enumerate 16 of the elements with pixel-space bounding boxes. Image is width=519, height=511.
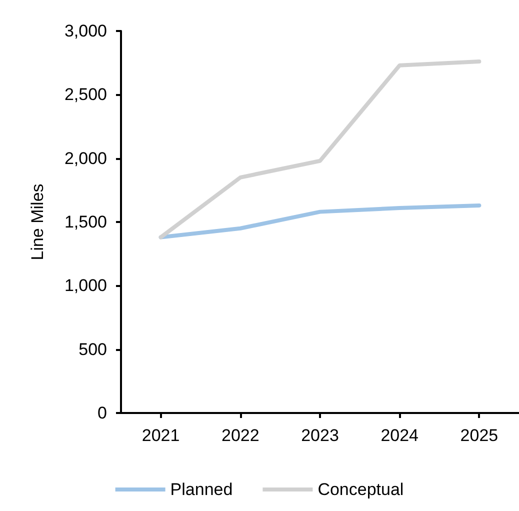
x-tick-label: 2022 (221, 426, 260, 445)
y-tick-label: 2,000 (64, 148, 107, 168)
y-tick-label: 500 (78, 340, 107, 359)
y-tick-label: 2,500 (64, 85, 107, 104)
x-tick-label: 2021 (142, 426, 180, 445)
y-tick-label: 1,500 (64, 212, 107, 232)
line-series (158, 60, 482, 240)
y-tick-label: 0 (98, 404, 107, 422)
y-tick-label: 1,000 (64, 276, 107, 296)
legend-label: Conceptual (318, 480, 404, 499)
y-axis-title: Line Miles (28, 184, 47, 260)
y-tick-label: 3,000 (64, 22, 107, 40)
x-tick-label: 2023 (301, 426, 339, 445)
x-tick-label: 2024 (380, 426, 419, 445)
x-tick-label: 2025 (460, 426, 498, 445)
legend-label: Planned (170, 480, 233, 499)
